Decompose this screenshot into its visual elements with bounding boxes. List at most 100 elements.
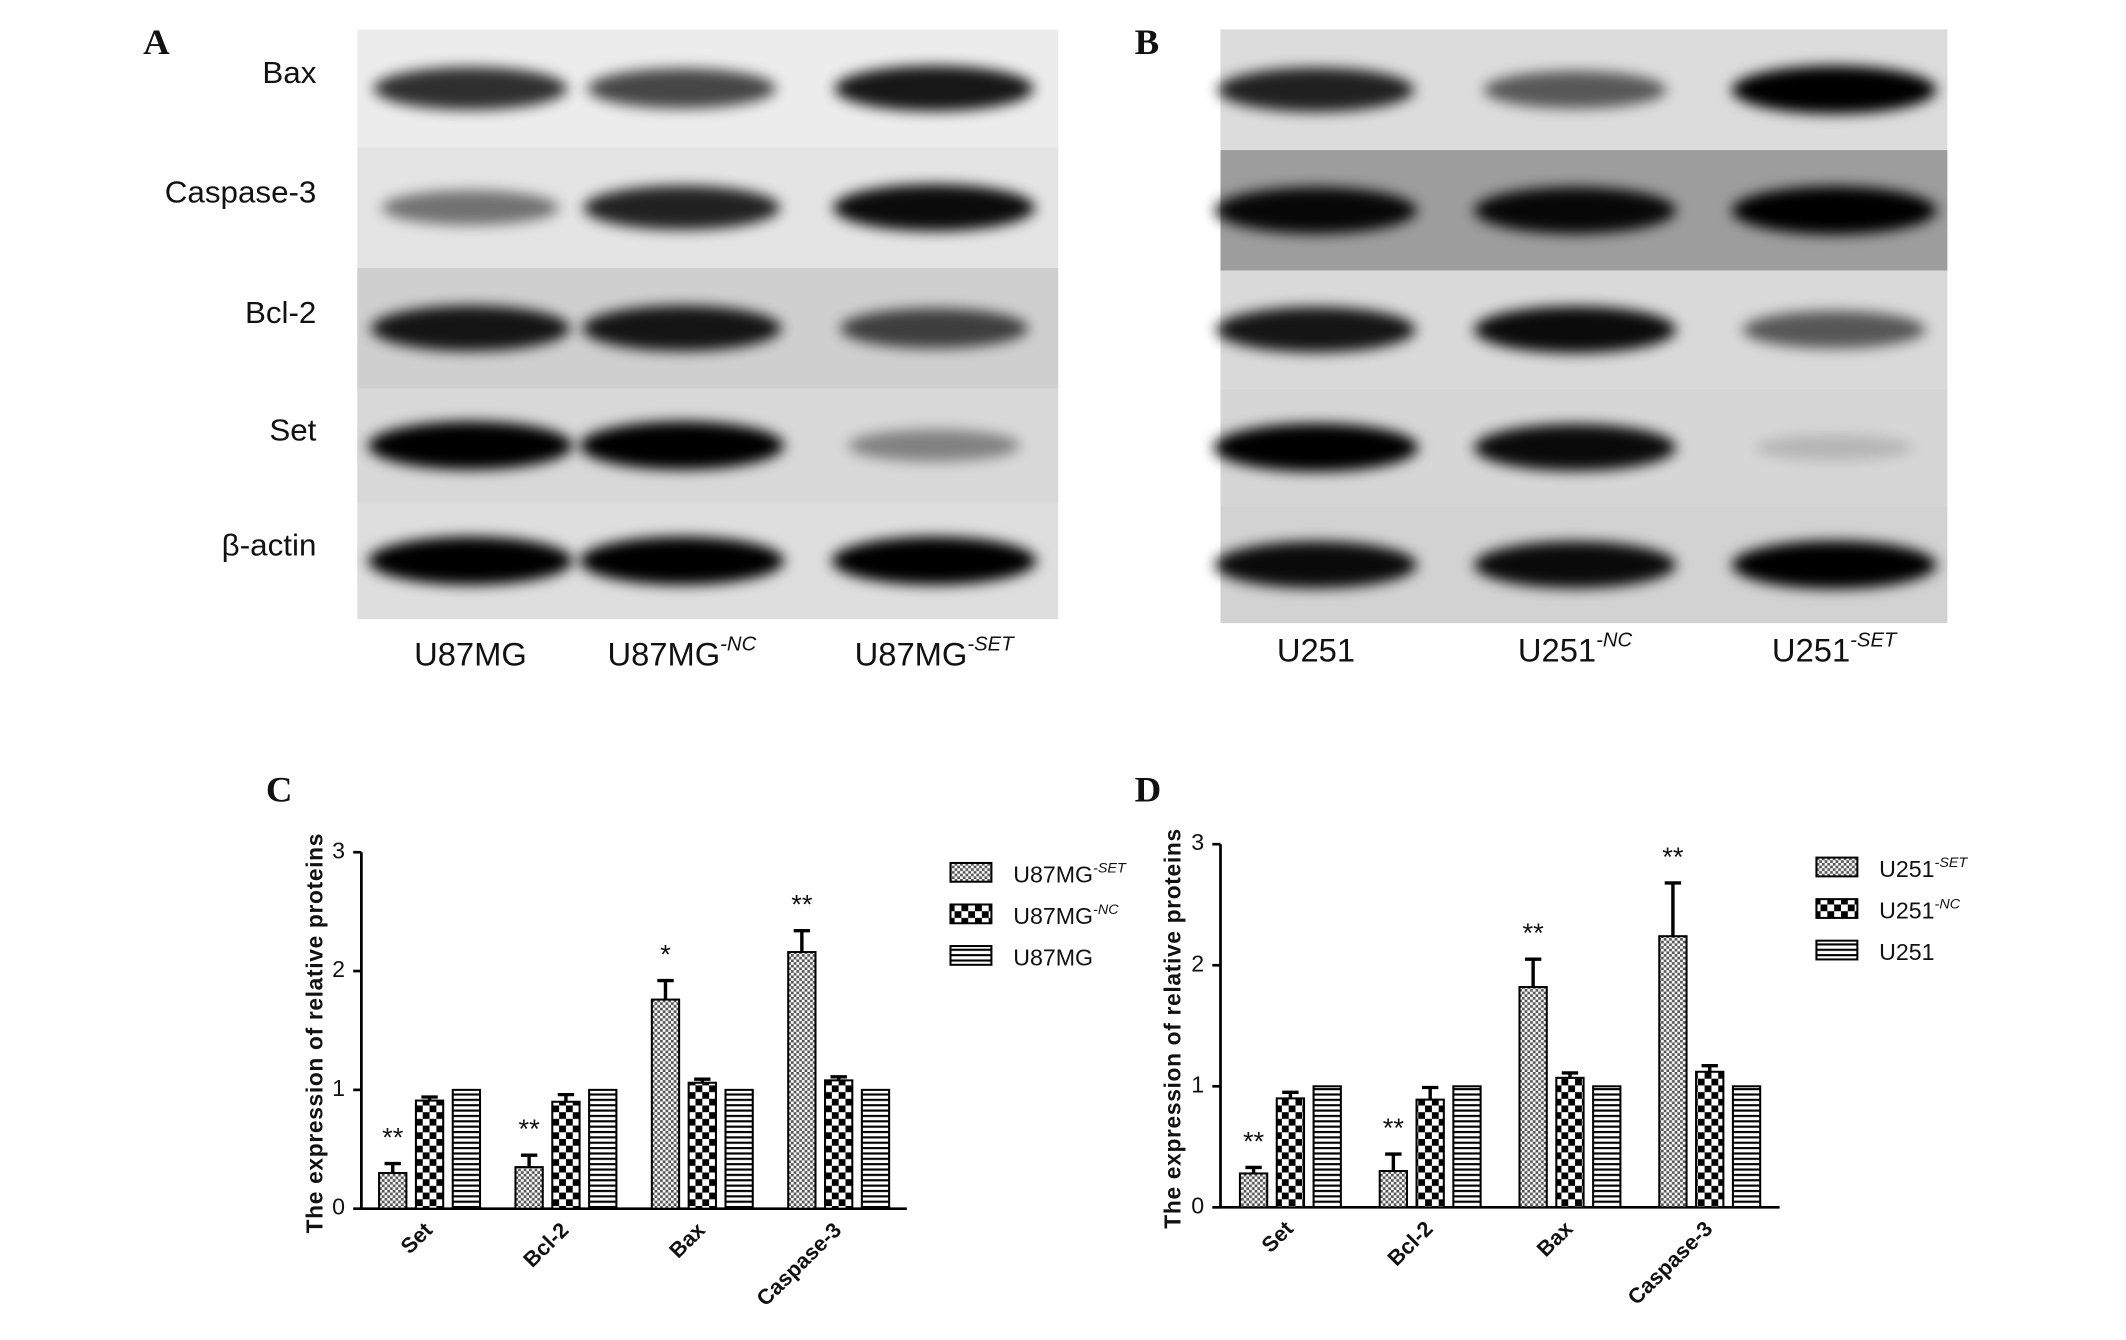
blot-band	[833, 184, 1036, 232]
blot-band	[373, 67, 568, 110]
legend-swatch	[949, 903, 993, 925]
error-bar	[1421, 1085, 1439, 1100]
blot-band	[848, 429, 1021, 462]
error-bar	[1701, 1064, 1718, 1072]
legend-label: U251	[1879, 939, 1934, 965]
blot-band	[1731, 186, 1937, 235]
protein-label: β-actin	[222, 528, 317, 563]
error-bar	[657, 978, 674, 1000]
error-bar	[830, 1075, 847, 1081]
blot-band	[1474, 541, 1676, 589]
y-tick-label: 3	[1191, 829, 1204, 855]
lane-label-base: U87MG	[414, 636, 527, 672]
bar	[1658, 935, 1688, 1209]
lane-label-superscript: -SET	[1850, 630, 1898, 652]
y-tick-label: 1	[1191, 1072, 1204, 1098]
legend-label-superscript: -NC	[1093, 902, 1119, 918]
bar	[650, 998, 681, 1210]
blot-band	[840, 308, 1029, 349]
bar	[378, 1172, 408, 1210]
y-tick-label: 3	[332, 837, 345, 863]
bar	[551, 1100, 581, 1210]
blot-band	[1217, 67, 1415, 112]
error-bar	[1245, 1165, 1262, 1174]
y-tick-label: 2	[332, 956, 345, 982]
blot-band	[583, 185, 781, 230]
bar	[414, 1099, 445, 1210]
blot-band	[1216, 306, 1416, 353]
legend-swatch	[949, 945, 993, 966]
legend-label-base: U87MG	[1013, 903, 1093, 929]
bar	[687, 1081, 717, 1210]
legend-swatch	[1815, 939, 1859, 961]
lane-label: U251-SET	[1772, 630, 1898, 668]
y-tick-label: 1	[332, 1075, 345, 1101]
error-bar	[421, 1095, 438, 1101]
blot-band	[579, 421, 785, 470]
error-bar	[520, 1153, 538, 1168]
y-tick-label: 2	[1191, 950, 1204, 976]
bar	[860, 1088, 891, 1210]
panel-label: D	[1135, 769, 1162, 810]
blot-band	[1483, 71, 1667, 109]
bar	[514, 1166, 544, 1210]
blot-band	[582, 305, 782, 352]
y-axis-title: The expression of relative proteins	[301, 833, 327, 1233]
lane-label-superscript: -NC	[720, 634, 757, 656]
protein-label: Caspase-3	[165, 175, 317, 210]
protein-label: Set	[269, 413, 316, 448]
legend-label-superscript: -SET	[1093, 860, 1127, 876]
legend-label: U87MG-SET	[1013, 860, 1127, 887]
bar	[1452, 1085, 1482, 1209]
legend-label: U251-NC	[1879, 896, 1961, 923]
blot-band	[1215, 186, 1417, 234]
lane-label-superscript: -SET	[967, 634, 1015, 656]
error-bar	[1385, 1152, 1402, 1172]
legend-label: U87MG-NC	[1013, 902, 1119, 929]
blot-band	[1742, 310, 1926, 349]
bar	[1555, 1076, 1585, 1209]
lane-label: U87MG-NC	[607, 634, 756, 672]
bar	[824, 1079, 854, 1210]
bar	[451, 1088, 482, 1210]
blot-band	[370, 305, 571, 352]
error-bar	[1664, 881, 1682, 937]
blot-band	[579, 536, 785, 585]
bar	[1275, 1097, 1306, 1209]
y-tick-label: 0	[1191, 1193, 1204, 1219]
lane-label: U87MG	[414, 636, 527, 672]
panel-label: C	[266, 769, 293, 810]
significance-label: *	[660, 940, 671, 970]
significance-label: **	[1662, 842, 1684, 872]
panel-label: A	[143, 21, 170, 62]
legend-label-base: U87MG	[1013, 945, 1093, 971]
bar	[1695, 1070, 1725, 1209]
blot-band	[1474, 424, 1676, 472]
bar	[1238, 1172, 1269, 1209]
blot-band	[368, 421, 573, 470]
bar	[1518, 986, 1548, 1209]
lane-label-superscript: -NC	[1596, 630, 1633, 652]
legend-label-base: U251	[1879, 856, 1934, 882]
lane-label: U87MG-SET	[855, 634, 1016, 672]
lane-label-base: U251	[1518, 632, 1596, 668]
legend-label: U251-SET	[1879, 855, 1968, 882]
bar	[1592, 1085, 1622, 1209]
blot-band	[1474, 306, 1676, 354]
bar	[1731, 1085, 1762, 1209]
error-bar	[694, 1077, 711, 1083]
blot-band	[587, 68, 776, 109]
blot-band	[1215, 541, 1417, 589]
legend-swatch	[949, 861, 993, 883]
blot-band	[368, 536, 573, 585]
blot-band	[1755, 434, 1914, 461]
error-bar	[557, 1092, 575, 1102]
panel-label: B	[1135, 21, 1160, 62]
error-bar	[1561, 1071, 1579, 1078]
lane-label: U251-NC	[1518, 630, 1633, 668]
error-bar	[1524, 957, 1542, 988]
significance-label: **	[1383, 1113, 1405, 1143]
bar	[588, 1088, 618, 1210]
lane-label-base: U251	[1772, 632, 1850, 668]
